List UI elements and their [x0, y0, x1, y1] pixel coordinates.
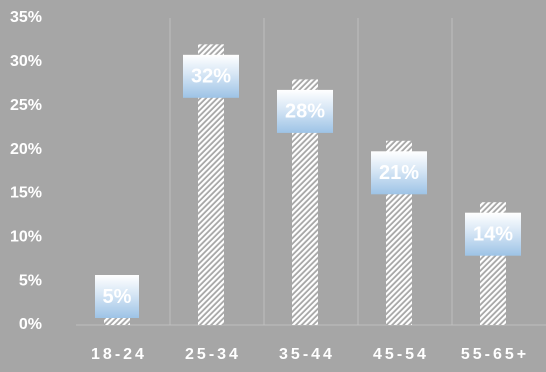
value-label-box	[371, 151, 427, 195]
value-label: 32%	[191, 66, 231, 88]
x-tick-label: 18-24	[91, 346, 147, 363]
y-tick-label: 10%	[10, 229, 42, 246]
y-tick-label: 35%	[10, 9, 42, 26]
value-label-box	[465, 212, 521, 256]
x-tick-label: 25-34	[185, 346, 241, 363]
value-label: 21%	[379, 162, 419, 184]
y-tick-label: 25%	[10, 97, 42, 114]
y-tick-label: 5%	[19, 272, 42, 289]
y-tick-label: 15%	[10, 185, 42, 202]
x-tick-label: 45-54	[373, 346, 429, 363]
value-label-box	[95, 275, 139, 318]
value-label: 14%	[473, 223, 513, 245]
x-tick-label: 35-44	[279, 346, 335, 363]
value-label-box	[183, 54, 239, 98]
y-tick-label: 30%	[10, 53, 42, 70]
x-tick-label: 55-65+	[461, 346, 529, 363]
y-tick-label: 20%	[10, 141, 42, 158]
value-label: 5%	[103, 286, 132, 308]
y-tick-label: 0%	[19, 316, 42, 333]
value-label-box	[277, 89, 333, 133]
value-label: 28%	[285, 101, 325, 123]
